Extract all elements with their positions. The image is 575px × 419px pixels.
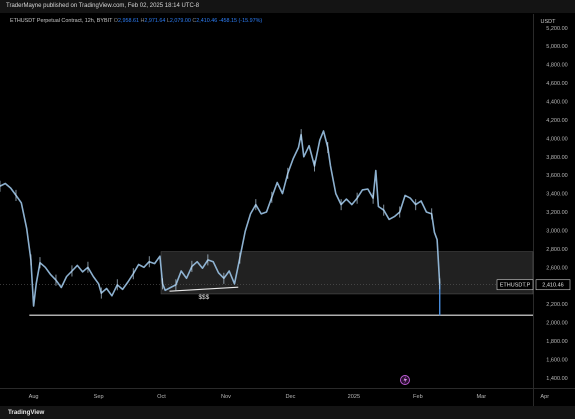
current-price-tag	[535, 279, 571, 291]
y-tick-label: 3,400.00	[546, 192, 567, 198]
high-label: H	[140, 18, 145, 24]
y-tick-label: 4,600.00	[546, 81, 567, 87]
y-tick-label: 1,600.00	[546, 357, 567, 363]
y-tick-label: 5,000.00	[546, 44, 567, 50]
footer-bar: TradingView	[0, 406, 575, 419]
event-lightning-bolt	[403, 376, 407, 384]
y-tick-label: 4,200.00	[546, 118, 567, 124]
low-value: 2,079.00	[169, 18, 191, 24]
published-bar: TraderMayne published on TradingView.com…	[0, 0, 575, 13]
range-underline	[169, 286, 239, 292]
x-tick-label: Aug	[29, 394, 39, 400]
x-tick-label: Feb	[413, 394, 423, 400]
symbol-price-tag	[496, 279, 534, 291]
y-tick-label: 4,800.00	[546, 63, 567, 69]
x-tick-label: Dec	[286, 394, 296, 400]
x-tick-label: Apr	[540, 394, 549, 400]
open-label: O	[113, 18, 118, 24]
symbol-name: ETHUSDT Perpetual Contract, 12h, BYBIT	[10, 18, 113, 24]
y-tick-label: 1,400.00	[546, 376, 567, 382]
change-value: -458.15 (-15.97%)	[218, 18, 263, 24]
y-tick-label: 3,200.00	[546, 210, 567, 216]
price-axis-panel	[533, 14, 575, 406]
x-tick-label: Oct	[157, 394, 166, 400]
y-tick-label: 3,800.00	[546, 155, 567, 161]
y-tick-label: 1,800.00	[546, 339, 567, 345]
y-tick-label: 3,000.00	[546, 228, 567, 234]
y-tick-label: 3,600.00	[546, 173, 567, 179]
low-label: L	[166, 18, 170, 24]
liquidity-annotation: $$$	[198, 294, 209, 301]
symbol-price-tag-label: ETHUSDT.P	[500, 283, 531, 289]
tradingview-logo[interactable]: TradingView	[8, 409, 45, 416]
x-tick-label: Sep	[94, 394, 104, 400]
y-tick-label: 2,200.00	[546, 302, 567, 308]
high-value: 2,971.64	[144, 18, 166, 24]
y-tick-label: 5,200.00	[546, 26, 567, 32]
x-tick-label: Mar	[476, 394, 486, 400]
close-label: C	[192, 18, 197, 24]
liquidity-zone-box	[160, 251, 534, 295]
close-value: 2,410.46	[196, 18, 218, 24]
y-tick-label: 2,600.00	[546, 265, 567, 271]
open-value: 2,958.61	[117, 18, 139, 24]
y-tick-label: 2,000.00	[546, 321, 567, 327]
published-text: TraderMayne published on TradingView.com…	[6, 3, 200, 9]
currency-label: USDT	[541, 19, 557, 25]
y-tick-label: 4,400.00	[546, 99, 567, 105]
current-price-tag-value: 2,410.46	[542, 283, 563, 289]
y-tick-label: 2,800.00	[546, 247, 567, 253]
symbol-legend: ETHUSDT Perpetual Contract, 12h, BYBIT O…	[10, 18, 262, 24]
x-tick-label: Nov	[221, 394, 231, 400]
x-tick-label: 2025	[348, 394, 360, 400]
y-tick-label: 4,000.00	[546, 136, 567, 142]
